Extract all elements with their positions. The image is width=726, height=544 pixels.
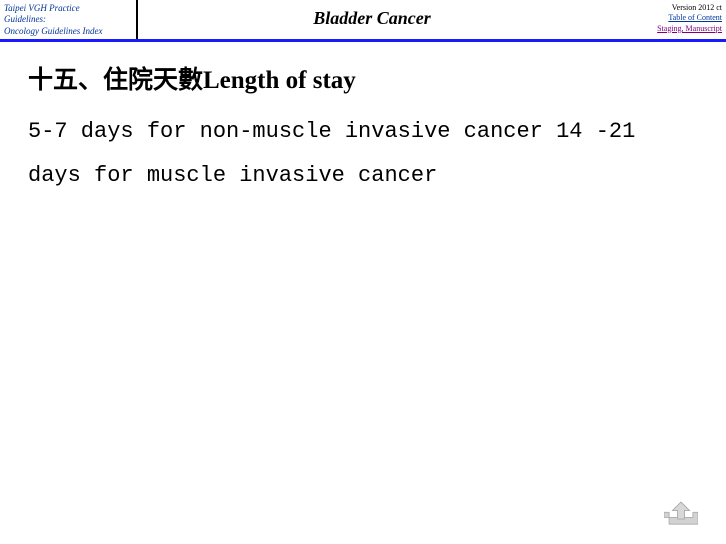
header-left-block: Taipei VGH Practice Guidelines: Oncology…: [0, 0, 138, 39]
version-label: Version 2012 ct: [610, 3, 722, 13]
table-of-contents-link[interactable]: Table of Content: [610, 13, 722, 23]
page-header: Taipei VGH Practice Guidelines: Oncology…: [0, 0, 726, 42]
guidelines-line2: Guidelines:: [4, 14, 132, 25]
header-right-block: Version 2012 ct Table of Content Staging…: [606, 0, 726, 39]
guidelines-line1: Taipei VGH Practice: [4, 3, 132, 14]
staging-manuscript-link[interactable]: Staging, Manuscript: [610, 24, 722, 34]
return-icon[interactable]: [664, 500, 698, 528]
guidelines-index-link[interactable]: Oncology Guidelines Index: [4, 26, 132, 37]
section-body: 5-7 days for non-muscle invasive cancer …: [28, 110, 698, 198]
section-title: 十五、住院天數Length of stay: [28, 60, 698, 96]
content-area: 十五、住院天數Length of stay 5-7 days for non-m…: [0, 42, 726, 198]
document-title: Bladder Cancer: [138, 0, 606, 39]
